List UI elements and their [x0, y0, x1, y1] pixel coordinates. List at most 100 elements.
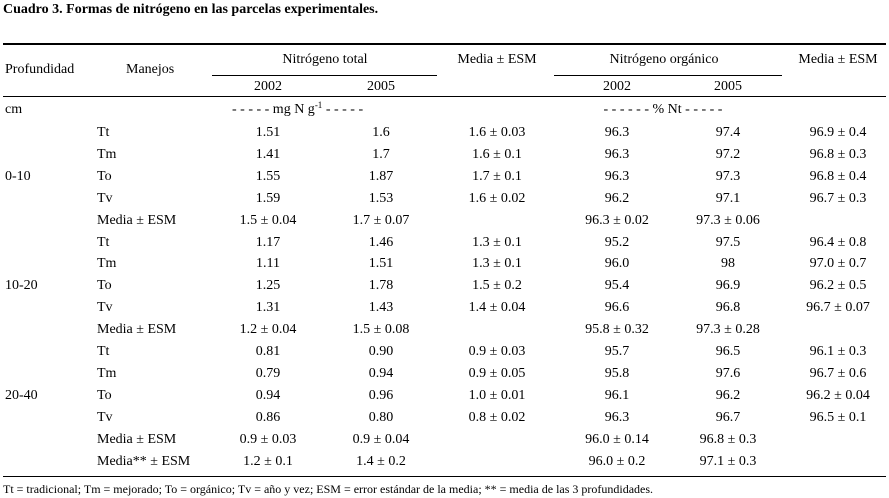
- nt-media-cell: 1.3 ± 0.1: [472, 256, 522, 271]
- no-2002-cell: 95.8 ± 0.32: [585, 322, 649, 337]
- manejo-cell: Tt: [97, 344, 110, 359]
- nt-2002-cell: 1.55: [255, 169, 281, 184]
- nt-2005-cell: 0.9 ± 0.04: [352, 432, 410, 447]
- overall-no-2005-cell: 97.1 ± 0.3: [699, 454, 757, 469]
- nt-media-cell: 1.6 ± 0.02: [468, 191, 526, 206]
- overall-manejo-cell: Media** ± ESM: [97, 454, 191, 469]
- manejo-cell: Tm: [97, 256, 117, 271]
- depth-label: 20-40: [5, 388, 38, 403]
- header-nt-2002: 2002: [254, 79, 282, 94]
- nt-2005-cell: 1.53: [368, 191, 394, 206]
- nt-2005-cell: 1.7: [372, 147, 390, 162]
- nt-media-cell: 1.7 ± 0.1: [472, 169, 522, 184]
- nt-media-cell: 1.4 ± 0.04: [468, 300, 526, 315]
- nt-media-cell: 0.9 ± 0.05: [468, 366, 526, 381]
- no-2005-cell: 98: [721, 256, 735, 271]
- nt-2002-cell: 1.41: [255, 147, 281, 162]
- nt-2005-cell: 1.51: [368, 256, 394, 271]
- overall-nt-2002-cell: 1.2 ± 0.1: [243, 454, 293, 469]
- nt-media-cell: 1.5 ± 0.2: [472, 278, 522, 293]
- manejo-cell: Media ± ESM: [97, 432, 177, 447]
- manejo-cell: Tv: [97, 410, 113, 425]
- depth-label: 0-10: [5, 169, 31, 184]
- nt-2005-cell: 1.7 ± 0.07: [352, 213, 410, 228]
- overall-no-2002-cell: 96.0 ± 0.2: [588, 454, 646, 469]
- no-2002-cell: 96.2: [604, 191, 630, 206]
- nt-2005-cell: 1.87: [368, 169, 394, 184]
- manejo-cell: Tt: [97, 235, 110, 250]
- header-nitrogeno-total: Nitrógeno total: [282, 52, 368, 67]
- no-2005-cell: 96.2: [715, 388, 741, 403]
- nt-2005-cell: 0.94: [368, 366, 394, 381]
- header-no-media-esm: Media ± ESM: [798, 52, 878, 67]
- nt-2002-cell: 0.9 ± 0.03: [239, 432, 297, 447]
- no-unit: - - - - - - % Nt - - - - -: [603, 102, 723, 117]
- no-2005-cell: 96.8 ± 0.3: [699, 432, 757, 447]
- no-2005-cell: 97.3 ± 0.06: [696, 213, 760, 228]
- no-2005-cell: 97.3 ± 0.28: [696, 322, 760, 337]
- header-nt-2005: 2005: [367, 79, 395, 94]
- nt-2002-cell: 0.94: [255, 388, 281, 403]
- no-2005-cell: 97.5: [715, 235, 741, 250]
- no-media-cell: 96.8 ± 0.4: [809, 169, 867, 184]
- nt-media-cell: 1.6 ± 0.03: [468, 125, 526, 140]
- manejo-cell: To: [97, 169, 112, 184]
- manejo-cell: To: [97, 388, 112, 403]
- no-2002-cell: 96.3: [604, 125, 630, 140]
- footnote: Tt = tradicional; Tm = mejorado; To = or…: [3, 482, 654, 496]
- no-2005-cell: 97.6: [715, 366, 741, 381]
- no-2002-cell: 96.0: [604, 256, 630, 271]
- nt-media-cell: 0.9 ± 0.03: [468, 344, 526, 359]
- no-2005-cell: 97.1: [715, 191, 741, 206]
- bottom-rule: [3, 476, 886, 477]
- no-media-cell: 96.5 ± 0.1: [809, 410, 867, 425]
- manejo-cell: Tv: [97, 300, 113, 315]
- nt-2002-cell: 1.31: [255, 300, 281, 315]
- header-profundidad: Profundidad: [5, 62, 75, 77]
- manejo-cell: Media ± ESM: [97, 322, 177, 337]
- no-2005-cell: 97.2: [715, 147, 741, 162]
- no-2002-cell: 96.3 ± 0.02: [585, 213, 649, 228]
- nt-2002-cell: 0.81: [255, 344, 281, 359]
- no-2002-cell: 95.2: [604, 235, 630, 250]
- manejo-cell: Tm: [97, 147, 117, 162]
- no-media-cell: 96.2 ± 0.5: [809, 278, 867, 293]
- overall-nt-2005-cell: 1.4 ± 0.2: [356, 454, 406, 469]
- depth-unit: cm: [5, 102, 23, 117]
- nt-2002-cell: 1.17: [255, 235, 281, 250]
- no-2002-cell: 96.1: [604, 388, 630, 403]
- no-2005-cell: 96.8: [715, 300, 741, 315]
- nt-unit-suffix: - - - - -: [322, 102, 364, 117]
- nt-2002-cell: 0.86: [255, 410, 281, 425]
- no-2005-cell: 96.7: [715, 410, 741, 425]
- no-media-cell: 96.4 ± 0.8: [809, 235, 867, 250]
- no-media-cell: 96.7 ± 0.07: [806, 300, 870, 315]
- manejo-cell: To: [97, 278, 112, 293]
- nt-unit-exponent: -1: [314, 100, 323, 110]
- manejo-cell: Media ± ESM: [97, 213, 177, 228]
- nt-2005-cell: 1.5 ± 0.08: [352, 322, 410, 337]
- nt-2002-cell: 1.59: [255, 191, 281, 206]
- no-2005-cell: 97.4: [715, 125, 741, 140]
- nt-unit-prefix: - - - - - mg N g: [232, 102, 315, 117]
- nt-2002-cell: 1.11: [256, 256, 280, 271]
- nt-media-cell: 1.6 ± 0.1: [472, 147, 522, 162]
- header-nitrogeno-organico: Nitrógeno orgánico: [609, 52, 719, 67]
- nt-2005-cell: 0.96: [368, 388, 394, 403]
- no-2002-cell: 95.8: [604, 366, 630, 381]
- no-media-cell: 96.1 ± 0.3: [809, 344, 867, 359]
- no-media-cell: 96.9 ± 0.4: [809, 125, 867, 140]
- no-2005-cell: 96.9: [715, 278, 741, 293]
- nt-header-underline: [212, 75, 437, 76]
- header-no-2002: 2002: [603, 79, 631, 94]
- table-title: Cuadro 3. Formas de nitrógeno en las par…: [3, 2, 379, 17]
- nt-2002-cell: 0.79: [255, 366, 281, 381]
- no-media-cell: 96.7 ± 0.6: [809, 366, 867, 381]
- manejo-cell: Tv: [97, 191, 113, 206]
- nt-2005-cell: 1.78: [368, 278, 394, 293]
- no-2002-cell: 96.6: [604, 300, 630, 315]
- no-2002-cell: 95.4: [604, 278, 630, 293]
- no-2002-cell: 96.3: [604, 147, 630, 162]
- header-manejos: Manejos: [126, 62, 175, 77]
- no-2002-cell: 96.0 ± 0.14: [585, 432, 649, 447]
